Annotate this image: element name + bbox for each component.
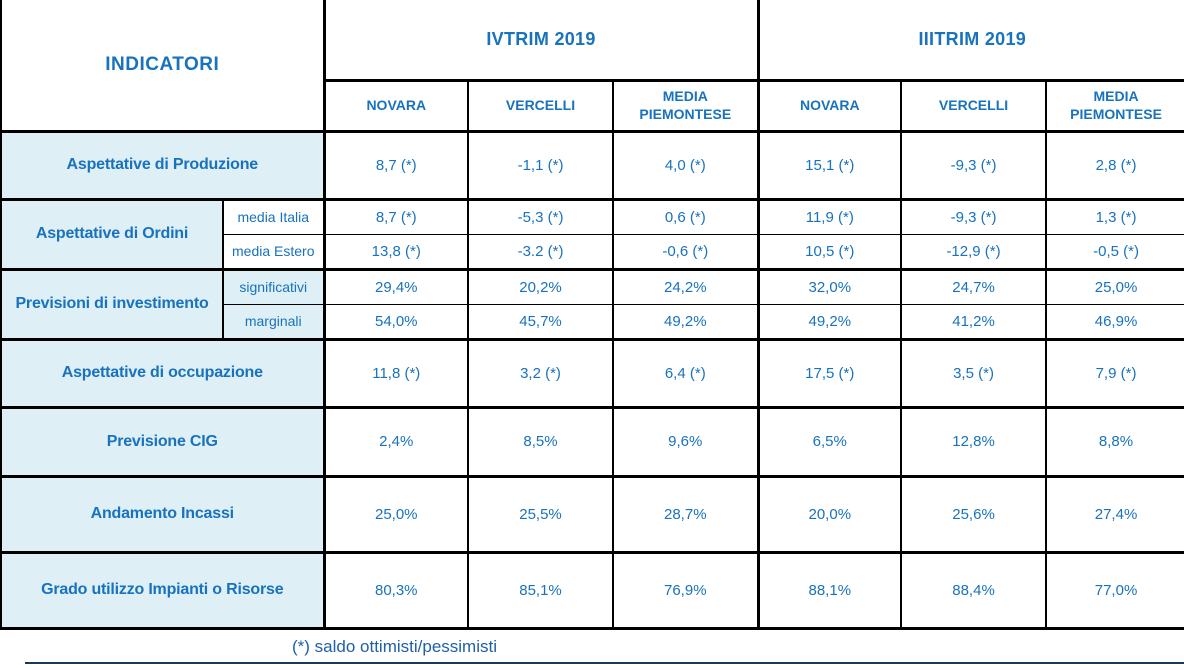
table-row: Grado utilizzo Impianti o Risorse 80,3% … — [0, 552, 1184, 630]
data-cell: 77,0% — [1045, 552, 1184, 630]
data-cell: 27,4% — [1045, 476, 1184, 554]
data-cell: 15,1 (*) — [756, 131, 903, 201]
row-sublabel: significativi — [221, 269, 326, 305]
data-cell: -3.2 (*) — [467, 234, 615, 271]
table-row: Aspettative di Ordini media Italia 8,7 (… — [0, 199, 1184, 271]
row-sublabel: marginali — [221, 304, 326, 341]
data-cell: 49,2% — [756, 304, 903, 341]
data-cell: 24,2% — [612, 269, 760, 305]
data-cell: 17,5 (*) — [756, 339, 903, 409]
row-label: Aspettative di Ordini — [0, 199, 224, 271]
data-cell: 54,0% — [322, 304, 470, 341]
data-cell: -1,1 (*) — [467, 131, 615, 201]
data-cell: 9,6% — [612, 407, 760, 478]
footnote: (*) saldo ottimisti/pessimisti — [292, 636, 497, 656]
col-header-novara-q4: NOVARA — [322, 80, 470, 133]
table-row: Andamento Incassi 25,0% 25,5% 28,7% 20,0… — [0, 476, 1184, 554]
data-cell: 11,8 (*) — [322, 339, 470, 409]
data-cell: 88,1% — [756, 552, 903, 630]
row-sublabel: media Italia — [221, 199, 326, 235]
group-header-iiitrim-2019: IIITRIM 2019 — [756, 0, 1184, 82]
data-cell: 4,0 (*) — [612, 131, 760, 201]
table-row: Previsioni di investimento significativi… — [0, 269, 1184, 341]
group-header-ivtrim-2019: IVTRIM 2019 — [322, 0, 760, 82]
data-cell: 0,6 (*) — [612, 199, 760, 235]
data-cell: 88,4% — [900, 552, 1048, 630]
data-cell: 12,8% — [900, 407, 1048, 478]
data-cell: -0,6 (*) — [612, 234, 760, 271]
data-cell: 85,1% — [467, 552, 615, 630]
data-cell: -5,3 (*) — [467, 199, 615, 235]
indicators-table: INDICATORI IVTRIM 2019 IIITRIM 2019 NOVA… — [0, 0, 1184, 630]
data-cell: 32,0% — [756, 269, 903, 305]
data-cell: -9,3 (*) — [900, 199, 1048, 235]
data-cell: -9,3 (*) — [900, 131, 1048, 201]
table-row: media Estero 13,8 (*) -3.2 (*) -0,6 (*) … — [1, 234, 1184, 271]
data-cell: 20,2% — [467, 269, 615, 305]
table-row: Previsione CIG 2,4% 8,5% 9,6% 6,5% 12,8%… — [0, 407, 1184, 478]
data-cell: 76,9% — [612, 552, 760, 630]
data-cell: 1,3 (*) — [1045, 199, 1184, 235]
data-cell: 13,8 (*) — [322, 234, 470, 271]
data-cell: 6,5% — [756, 407, 903, 478]
data-cell: 24,7% — [900, 269, 1048, 305]
data-cell: 25,6% — [900, 476, 1048, 554]
data-cell: 8,7 (*) — [322, 199, 470, 235]
table-row: Aspettative di Produzione 8,7 (*) -1,1 (… — [0, 131, 1184, 201]
data-cell: 8,8% — [1045, 407, 1184, 478]
data-cell: 3,5 (*) — [900, 339, 1048, 409]
data-cell: -12,9 (*) — [900, 234, 1048, 271]
col-header-vercelli-q3: VERCELLI — [900, 80, 1048, 133]
bottom-divider — [25, 661, 1184, 664]
data-cell: 6,4 (*) — [612, 339, 760, 409]
header-row-columns: NOVARA VERCELLI MEDIA PIEMONTESE NOVARA … — [1, 80, 1184, 133]
data-cell: 25,0% — [322, 476, 470, 554]
row-label: Aspettative di Produzione — [0, 131, 326, 201]
data-cell: 29,4% — [322, 269, 470, 305]
data-cell: 11,9 (*) — [756, 199, 903, 235]
data-cell: 41,2% — [900, 304, 1048, 341]
data-cell: 28,7% — [612, 476, 760, 554]
data-cell: 8,7 (*) — [322, 131, 470, 201]
col-header-media-piemontese-q3: MEDIA PIEMONTESE — [1045, 80, 1184, 133]
data-cell: 46,9% — [1045, 304, 1184, 341]
data-cell: 10,5 (*) — [756, 234, 903, 271]
row-label: Andamento Incassi — [0, 476, 326, 554]
col-header-vercelli-q4: VERCELLI — [467, 80, 615, 133]
col-header-media-piemontese-q4: MEDIA PIEMONTESE — [612, 80, 760, 133]
table-row: Aspettative di occupazione 11,8 (*) 3,2 … — [0, 339, 1184, 409]
row-label: Grado utilizzo Impianti o Risorse — [0, 552, 326, 630]
data-cell: 45,7% — [467, 304, 615, 341]
row-label: Aspettative di occupazione — [0, 339, 326, 409]
data-cell: 2,8 (*) — [1045, 131, 1184, 201]
data-cell: 25,5% — [467, 476, 615, 554]
data-cell: -0,5 (*) — [1045, 234, 1184, 271]
header-row-groups: INDICATORI IVTRIM 2019 IIITRIM 2019 — [0, 0, 1184, 133]
row-label: Previsione CIG — [0, 407, 326, 478]
data-cell: 7,9 (*) — [1045, 339, 1184, 409]
data-cell: 49,2% — [612, 304, 760, 341]
data-cell: 80,3% — [322, 552, 470, 630]
row-label: Previsioni di investimento — [0, 269, 224, 341]
row-sublabel: media Estero — [221, 234, 326, 271]
col-header-novara-q3: NOVARA — [756, 80, 903, 133]
data-cell: 2,4% — [322, 407, 470, 478]
table-row: marginali 54,0% 45,7% 49,2% 49,2% 41,2% … — [1, 304, 1184, 341]
data-cell: 8,5% — [467, 407, 615, 478]
data-cell: 25,0% — [1045, 269, 1184, 305]
data-cell: 20,0% — [756, 476, 903, 554]
data-cell: 3,2 (*) — [467, 339, 615, 409]
indicatori-header: INDICATORI — [0, 0, 326, 133]
